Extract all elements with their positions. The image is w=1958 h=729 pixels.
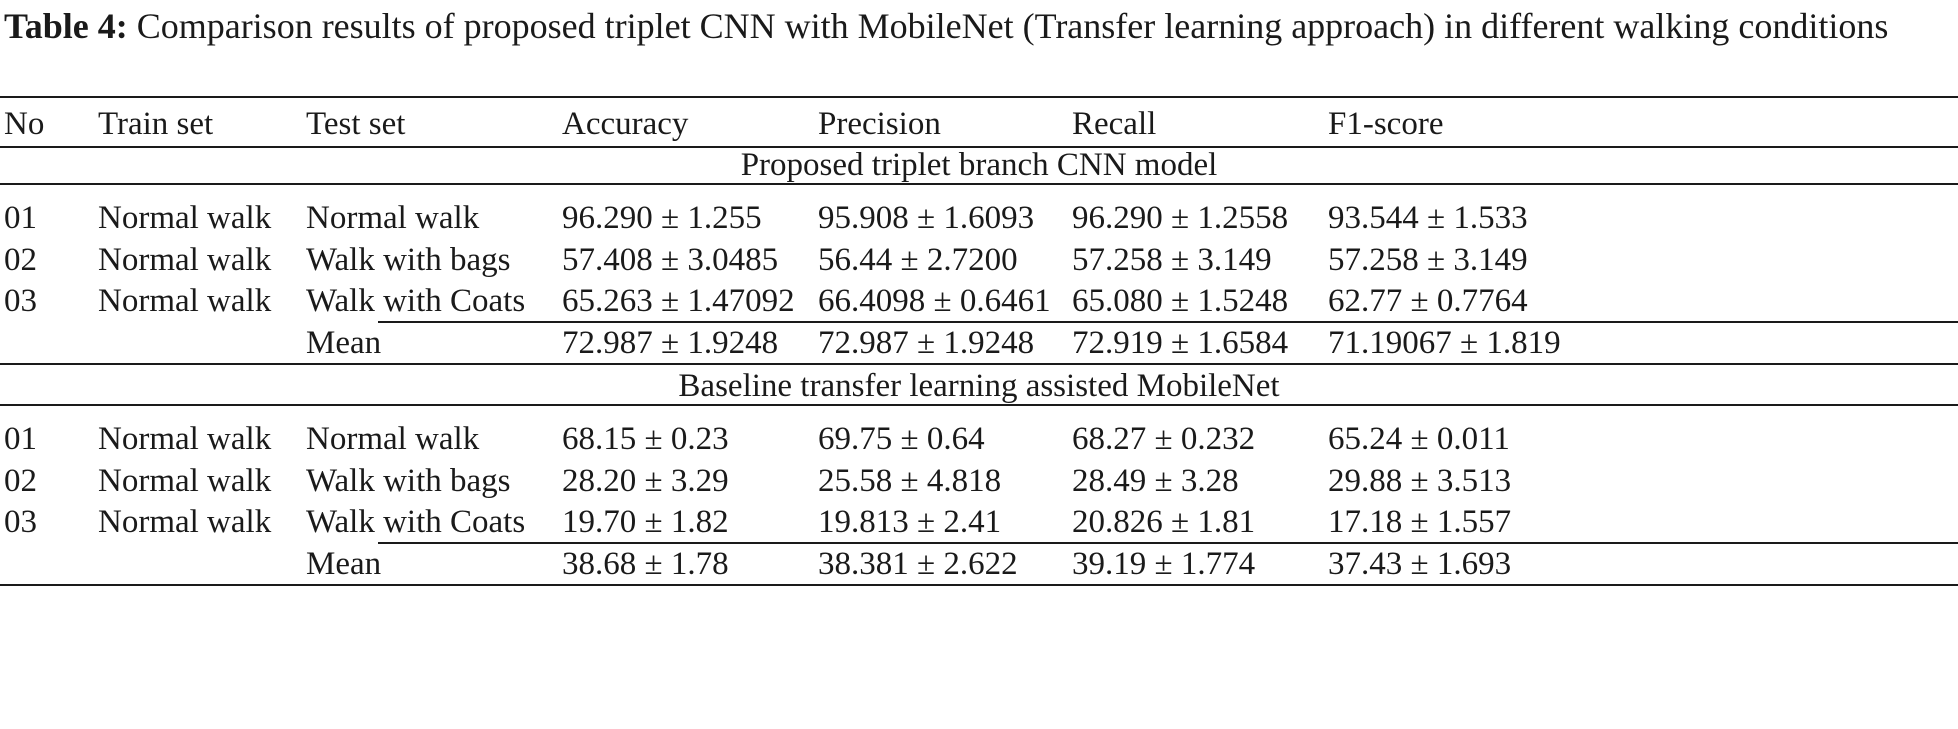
cell-recall: 28.49 ± 3.28 xyxy=(1072,463,1239,499)
table-top-rule xyxy=(0,96,1958,98)
cell-train-set: Normal walk xyxy=(98,504,272,540)
mean-precision: 38.381 ± 2.622 xyxy=(818,546,1018,582)
cell-precision: 19.813 ± 2.41 xyxy=(818,504,1002,540)
header-accuracy: Accuracy xyxy=(562,106,689,142)
mean-accuracy: 72.987 ± 1.9248 xyxy=(562,325,779,361)
cell-train-set: Normal walk xyxy=(98,200,272,236)
cell-recall: 65.080 ± 1.5248 xyxy=(1072,283,1289,319)
mean-f1-score: 37.43 ± 1.693 xyxy=(1328,546,1512,582)
cell-train-set: Normal walk xyxy=(98,421,272,457)
section-title: Baseline transfer learning assisted Mobi… xyxy=(678,368,1280,404)
header-rule xyxy=(0,146,1958,148)
cell-test-set: Walk with bags xyxy=(306,463,511,499)
mean-rule xyxy=(378,542,1958,544)
mean-accuracy: 38.68 ± 1.78 xyxy=(562,546,729,582)
mean-f1-score: 71.19067 ± 1.819 xyxy=(1328,325,1561,361)
section-rule xyxy=(0,183,1958,185)
cell-accuracy: 65.263 ± 1.47092 xyxy=(562,283,795,319)
cell-precision: 25.58 ± 4.818 xyxy=(818,463,1002,499)
cell-f1-score: 62.77 ± 0.7764 xyxy=(1328,283,1528,319)
section-title: Proposed triplet branch CNN model xyxy=(740,147,1218,183)
table-caption-label: Table 4: xyxy=(4,6,128,46)
cell-test-set: Normal walk xyxy=(306,200,480,236)
section-end-rule xyxy=(0,363,1958,365)
section-rule xyxy=(0,404,1958,406)
mean-test-set: Mean xyxy=(306,325,382,361)
cell-f1-score: 57.258 ± 3.149 xyxy=(1328,242,1528,278)
cell-accuracy: 19.70 ± 1.82 xyxy=(562,504,729,540)
cell-no: 03 xyxy=(4,504,37,540)
header-train-set: Train set xyxy=(98,106,214,142)
mean-recall: 72.919 ± 1.6584 xyxy=(1072,325,1289,361)
cell-precision: 95.908 ± 1.6093 xyxy=(818,200,1035,236)
cell-no: 02 xyxy=(4,463,37,499)
table-caption: Table 4: Comparison results of proposed … xyxy=(4,0,1954,52)
cell-precision: 66.4098 ± 0.6461 xyxy=(818,283,1051,319)
cell-recall: 57.258 ± 3.149 xyxy=(1072,242,1272,278)
cell-accuracy: 57.408 ± 3.0485 xyxy=(562,242,779,278)
cell-recall: 68.27 ± 0.232 xyxy=(1072,421,1256,457)
cell-train-set: Normal walk xyxy=(98,283,272,319)
mean-precision: 72.987 ± 1.9248 xyxy=(818,325,1035,361)
cell-precision: 56.44 ± 2.7200 xyxy=(818,242,1018,278)
cell-test-set: Normal walk xyxy=(306,421,480,457)
header-recall: Recall xyxy=(1072,106,1157,142)
mean-test-set: Mean xyxy=(306,546,382,582)
cell-test-set: Walk with Coats xyxy=(306,283,526,319)
table-bottom-rule xyxy=(0,584,1958,586)
cell-recall: 96.290 ± 1.2558 xyxy=(1072,200,1289,236)
cell-f1-score: 29.88 ± 3.513 xyxy=(1328,463,1512,499)
header-no: No xyxy=(4,106,45,142)
cell-accuracy: 68.15 ± 0.23 xyxy=(562,421,729,457)
header-f1-score: F1-score xyxy=(1328,106,1444,142)
cell-test-set: Walk with bags xyxy=(306,242,511,278)
table-caption-text: Comparison results of proposed triplet C… xyxy=(127,6,1889,46)
cell-no: 01 xyxy=(4,200,37,236)
cell-precision: 69.75 ± 0.64 xyxy=(818,421,985,457)
header-precision: Precision xyxy=(818,106,941,142)
cell-f1-score: 93.544 ± 1.533 xyxy=(1328,200,1528,236)
cell-f1-score: 65.24 ± 0.011 xyxy=(1328,421,1510,457)
cell-test-set: Walk with Coats xyxy=(306,504,526,540)
cell-recall: 20.826 ± 1.81 xyxy=(1072,504,1256,540)
cell-no: 02 xyxy=(4,242,37,278)
mean-recall: 39.19 ± 1.774 xyxy=(1072,546,1256,582)
cell-accuracy: 96.290 ± 1.255 xyxy=(562,200,762,236)
cell-accuracy: 28.20 ± 3.29 xyxy=(562,463,729,499)
cell-train-set: Normal walk xyxy=(98,242,272,278)
mean-rule xyxy=(378,321,1958,323)
cell-train-set: Normal walk xyxy=(98,463,272,499)
cell-no: 01 xyxy=(4,421,37,457)
header-test-set: Test set xyxy=(306,106,406,142)
cell-f1-score: 17.18 ± 1.557 xyxy=(1328,504,1512,540)
cell-no: 03 xyxy=(4,283,37,319)
